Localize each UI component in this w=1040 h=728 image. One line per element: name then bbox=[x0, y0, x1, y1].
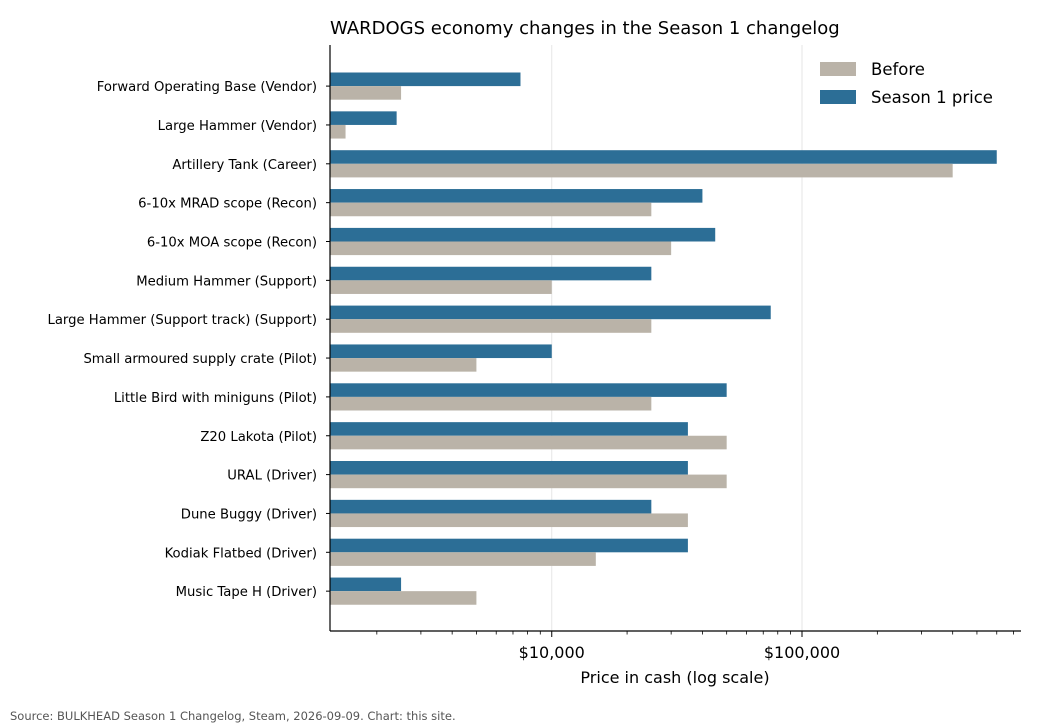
legend-label-0: Before bbox=[871, 60, 925, 79]
bar-season1-7 bbox=[330, 344, 552, 359]
bar-before-8 bbox=[330, 396, 652, 411]
bar-before-10 bbox=[330, 474, 727, 489]
category-label-1: Large Hammer (Vendor) bbox=[158, 119, 317, 134]
x-tick-label-0: $10,000 bbox=[519, 643, 585, 662]
legend: Before Season 1 price bbox=[820, 60, 993, 107]
bar-season1-11 bbox=[330, 499, 652, 514]
axes-layer: Forward Operating Base (Vendor) Large Ham… bbox=[48, 45, 1021, 662]
bar-season1-8 bbox=[330, 383, 727, 397]
bar-before-7 bbox=[330, 358, 477, 372]
bar-season1-10 bbox=[330, 461, 688, 475]
bar-season1-2 bbox=[330, 150, 997, 164]
legend-swatch-1 bbox=[820, 90, 856, 104]
bar-season1-5 bbox=[330, 266, 652, 281]
bar-before-0 bbox=[330, 86, 402, 100]
bar-before-2 bbox=[330, 163, 953, 178]
bar-before-6 bbox=[330, 319, 652, 333]
category-label-12: Kodiak Flatbed (Driver) bbox=[165, 546, 317, 561]
x-tick-label-1: $100,000 bbox=[764, 643, 840, 662]
bar-before-12 bbox=[330, 552, 596, 566]
bar-season1-13 bbox=[330, 577, 402, 592]
bar-season1-9 bbox=[330, 422, 688, 436]
x-axis-label: Price in cash (log scale) bbox=[580, 668, 769, 687]
category-label-2: Artillery Tank (Career) bbox=[172, 158, 317, 173]
category-label-3: 6-10x MRAD scope (Recon) bbox=[138, 197, 317, 212]
category-label-4: 6-10x MOA scope (Recon) bbox=[147, 236, 317, 251]
bar-before-3 bbox=[330, 202, 652, 217]
category-label-13: Music Tape H (Driver) bbox=[176, 585, 317, 600]
grid-layer bbox=[551, 45, 803, 631]
bar-season1-3 bbox=[330, 189, 703, 203]
category-label-8: Little Bird with miniguns (Pilot) bbox=[114, 391, 317, 406]
category-label-6: Large Hammer (Support track) (Support) bbox=[48, 313, 318, 328]
bar-before-9 bbox=[330, 435, 727, 450]
bar-season1-6 bbox=[330, 305, 771, 320]
bar-season1-12 bbox=[330, 538, 688, 553]
category-label-10: URAL (Driver) bbox=[227, 469, 317, 484]
category-label-11: Dune Buggy (Driver) bbox=[181, 507, 317, 522]
bar-before-1 bbox=[330, 124, 346, 139]
category-label-7: Small armoured supply crate (Pilot) bbox=[83, 352, 317, 367]
bar-season1-0 bbox=[330, 72, 521, 87]
category-label-0: Forward Operating Base (Vendor) bbox=[97, 80, 317, 95]
bars-layer bbox=[330, 72, 997, 605]
bar-season1-4 bbox=[330, 227, 716, 242]
bar-before-11 bbox=[330, 513, 688, 528]
legend-swatch-0 bbox=[820, 62, 856, 76]
bar-before-4 bbox=[330, 241, 672, 256]
bar-season1-1 bbox=[330, 111, 397, 125]
bar-before-5 bbox=[330, 280, 552, 294]
category-label-5: Medium Hammer (Support) bbox=[136, 274, 317, 289]
legend-label-1: Season 1 price bbox=[871, 88, 993, 107]
bar-before-13 bbox=[330, 591, 477, 605]
category-label-9: Z20 Lakota (Pilot) bbox=[200, 430, 317, 445]
chart-title: WARDOGS economy changes in the Season 1 … bbox=[330, 18, 840, 39]
source-note: Source: BULKHEAD Season 1 Changelog, Ste… bbox=[10, 709, 456, 723]
